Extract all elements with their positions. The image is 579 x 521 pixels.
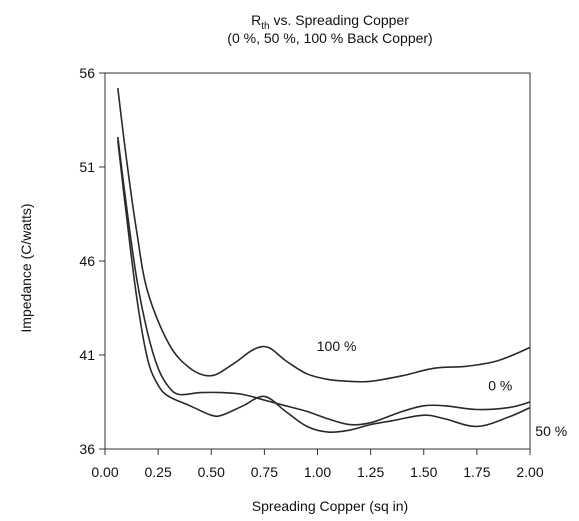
series-annotation-label: 100 % bbox=[317, 338, 357, 354]
title-symbol-subscript: th bbox=[261, 20, 270, 32]
series-line-0 bbox=[117, 87, 531, 383]
x-tick-label: 0.25 bbox=[145, 464, 172, 480]
plot-area bbox=[104, 72, 531, 450]
y-tick-label: 36 bbox=[79, 441, 95, 457]
series-line-1 bbox=[117, 136, 531, 426]
axis-ticks: 0.00 0.25 0.50 0.75 1.00 1.25 1.50 1.75 2.00 36 41… bbox=[79, 65, 543, 480]
series-annotation-label: 50 % bbox=[535, 423, 567, 439]
y-axis-label: Impedance (C/watts) bbox=[18, 203, 34, 333]
title-text: vs. Spreading Copper bbox=[273, 12, 409, 28]
x-axis-label: Spreading Copper (sq in) bbox=[251, 498, 409, 514]
series-annotation-label: 0 % bbox=[488, 378, 512, 394]
title-symbol: R bbox=[251, 12, 262, 28]
y-tick-label: 51 bbox=[79, 159, 95, 175]
y-tick-label: 56 bbox=[79, 65, 95, 81]
series-line-2 bbox=[117, 140, 531, 434]
x-tick-label: 1.75 bbox=[463, 464, 490, 480]
y-tick-label: 41 bbox=[79, 347, 95, 363]
series-annotations: 100 % 0 % 50 % bbox=[317, 338, 567, 439]
x-tick-label: 0.00 bbox=[91, 464, 118, 480]
x-tick-label: 0.75 bbox=[251, 464, 278, 480]
x-tick-label: 2.00 bbox=[516, 464, 543, 480]
y-tick-label: 46 bbox=[79, 253, 95, 269]
x-tick-label: 0.50 bbox=[198, 464, 225, 480]
series-lines bbox=[117, 87, 531, 434]
x-tick-label: 1.50 bbox=[410, 464, 437, 480]
x-tick-label: 1.00 bbox=[304, 464, 331, 480]
chart-subtitle: (0 %, 50 %, 100 % Back Copper) bbox=[227, 30, 433, 46]
chart-title: Rth vs. Spreading Copper bbox=[110, 12, 550, 32]
x-tick-label: 1.25 bbox=[357, 464, 384, 480]
